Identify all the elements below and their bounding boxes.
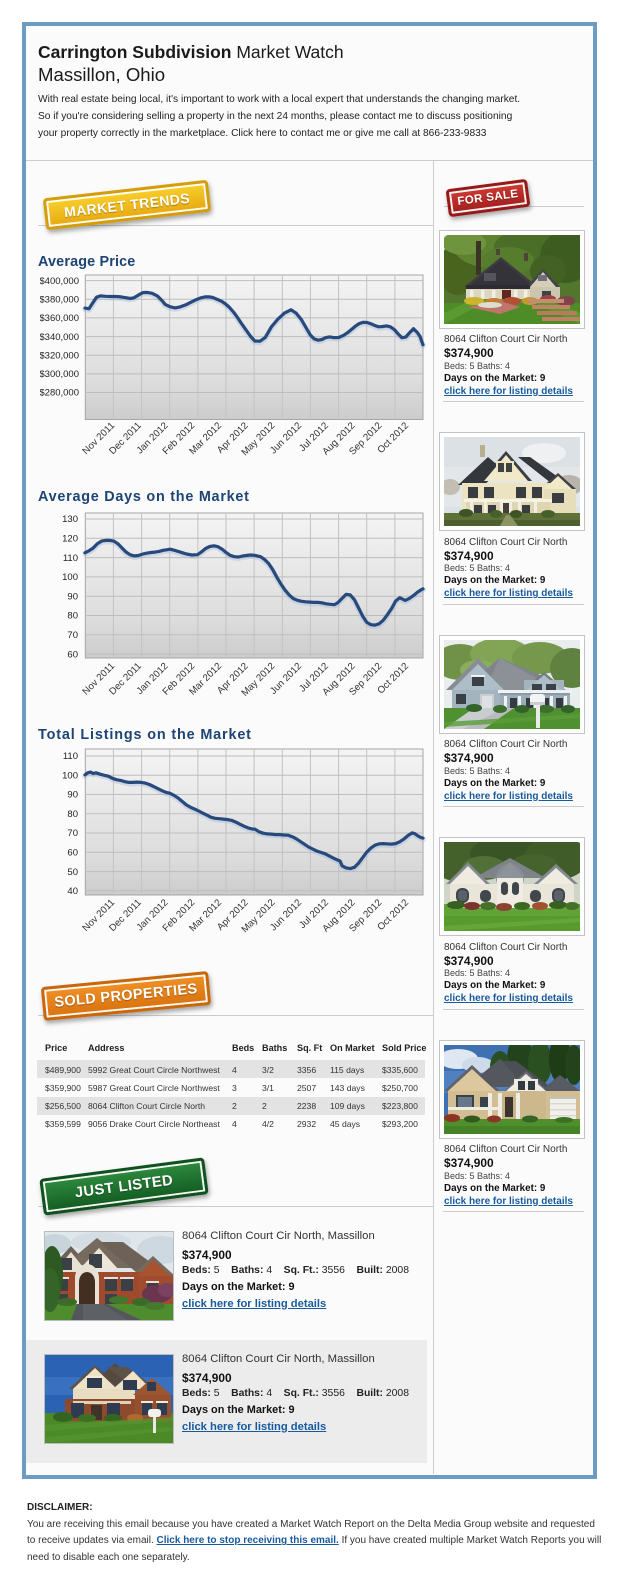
svg-text:50: 50 bbox=[67, 867, 78, 878]
svg-text:70: 70 bbox=[67, 828, 78, 839]
svg-text:60: 60 bbox=[67, 649, 78, 660]
svg-text:$360,000: $360,000 bbox=[40, 313, 79, 324]
svg-text:$280,000: $280,000 bbox=[40, 388, 79, 399]
svg-text:120: 120 bbox=[62, 534, 78, 545]
svg-text:110: 110 bbox=[63, 553, 78, 564]
svg-text:110: 110 bbox=[63, 751, 78, 762]
svg-text:$340,000: $340,000 bbox=[40, 332, 79, 343]
svg-text:60: 60 bbox=[67, 848, 78, 859]
svg-text:70: 70 bbox=[67, 630, 78, 641]
svg-text:$380,000: $380,000 bbox=[40, 295, 79, 306]
svg-text:40: 40 bbox=[67, 886, 78, 897]
svg-text:130: 130 bbox=[62, 514, 78, 525]
svg-text:90: 90 bbox=[67, 591, 78, 602]
svg-text:$320,000: $320,000 bbox=[40, 350, 79, 361]
svg-text:90: 90 bbox=[67, 790, 78, 801]
svg-text:100: 100 bbox=[62, 771, 78, 782]
svg-text:80: 80 bbox=[67, 809, 78, 820]
svg-text:80: 80 bbox=[67, 611, 78, 622]
svg-text:$300,000: $300,000 bbox=[40, 369, 79, 380]
svg-text:100: 100 bbox=[62, 572, 78, 583]
svg-text:$400,000: $400,000 bbox=[40, 276, 79, 287]
